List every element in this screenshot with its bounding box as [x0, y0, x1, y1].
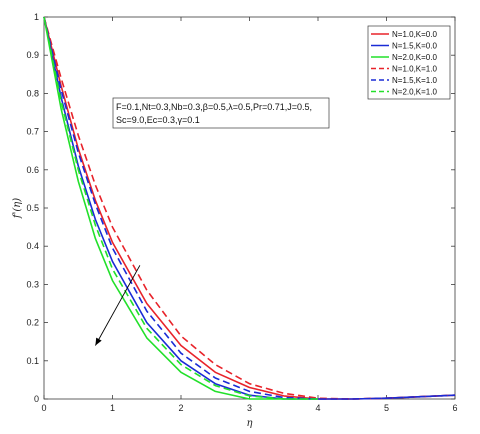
legend: N=1.0,K=0.0 N=1.5,K=0.0 N=2.0,K=0.0 N=1.0,K…: [367, 25, 451, 100]
y-tick-label: 0.6: [26, 165, 39, 175]
x-tick-label: 4: [315, 403, 320, 413]
y-axis-label: f'(η): [12, 198, 23, 219]
y-tick-label: 1: [34, 12, 39, 22]
legend-box: [367, 25, 451, 100]
x-tick-label: 3: [247, 403, 252, 413]
y-tick-label: 0.5: [26, 203, 39, 213]
x-tick-label: 1: [110, 403, 115, 413]
annotation-line-1: F=0.1,Nt=0.3,Nb=0.3,β=0.5,λ=0.5,Pr=0.71,…: [116, 102, 312, 112]
y-tick-label: 0.3: [26, 279, 39, 289]
series-line-5: [43, 16, 456, 400]
ticks: 0 1 2 3 4 5 6 0 0.1 0.2 0.3 0.4 0.5 0.6 0.7 0.8 0.9 1: [26, 12, 457, 413]
legend-label-3: N=2.0,K=0.0: [392, 53, 437, 62]
y-tick-label: 0.9: [26, 50, 39, 60]
annotation-line-2: Sc=9.0,Ec=0.3,γ=0.1: [116, 115, 200, 125]
series-line-6: [43, 16, 318, 400]
series-line-3: [43, 16, 318, 400]
annotation-box: [112, 97, 330, 129]
y-tick-label: 0: [34, 394, 39, 404]
y-tick-label: 0.1: [26, 356, 39, 366]
arrow-shaft: [94, 265, 141, 346]
parameter-annotation: F=0.1,Nt=0.3,Nb=0.3,β=0.5,λ=0.5,Pr=0.71,…: [112, 97, 330, 129]
x-axis-label: η: [247, 418, 253, 429]
arrow-head: [95, 337, 102, 346]
x-tick-label: 2: [178, 403, 183, 413]
legend-label-2: N=1.5,K=0.0: [392, 42, 437, 51]
legend-label-4: N=1.0,K=1.0: [392, 65, 437, 74]
legend-label-5: N=1.5,K=1.0: [392, 76, 437, 85]
legend-label-6: N=2.0,K=1.0: [392, 88, 437, 97]
x-tick-label: 6: [452, 403, 457, 413]
x-tick-label: 5: [384, 403, 389, 413]
y-tick-label: 0.4: [26, 241, 39, 251]
x-tick-label: 0: [41, 403, 46, 413]
y-tick-label: 0.2: [26, 318, 39, 328]
y-tick-label: 0.7: [26, 127, 39, 137]
series-lines: [43, 16, 456, 400]
legend-label-1: N=1.0,K=0.0: [392, 30, 437, 39]
trend-arrow: [94, 265, 141, 346]
y-tick-label: 0.8: [26, 88, 39, 98]
